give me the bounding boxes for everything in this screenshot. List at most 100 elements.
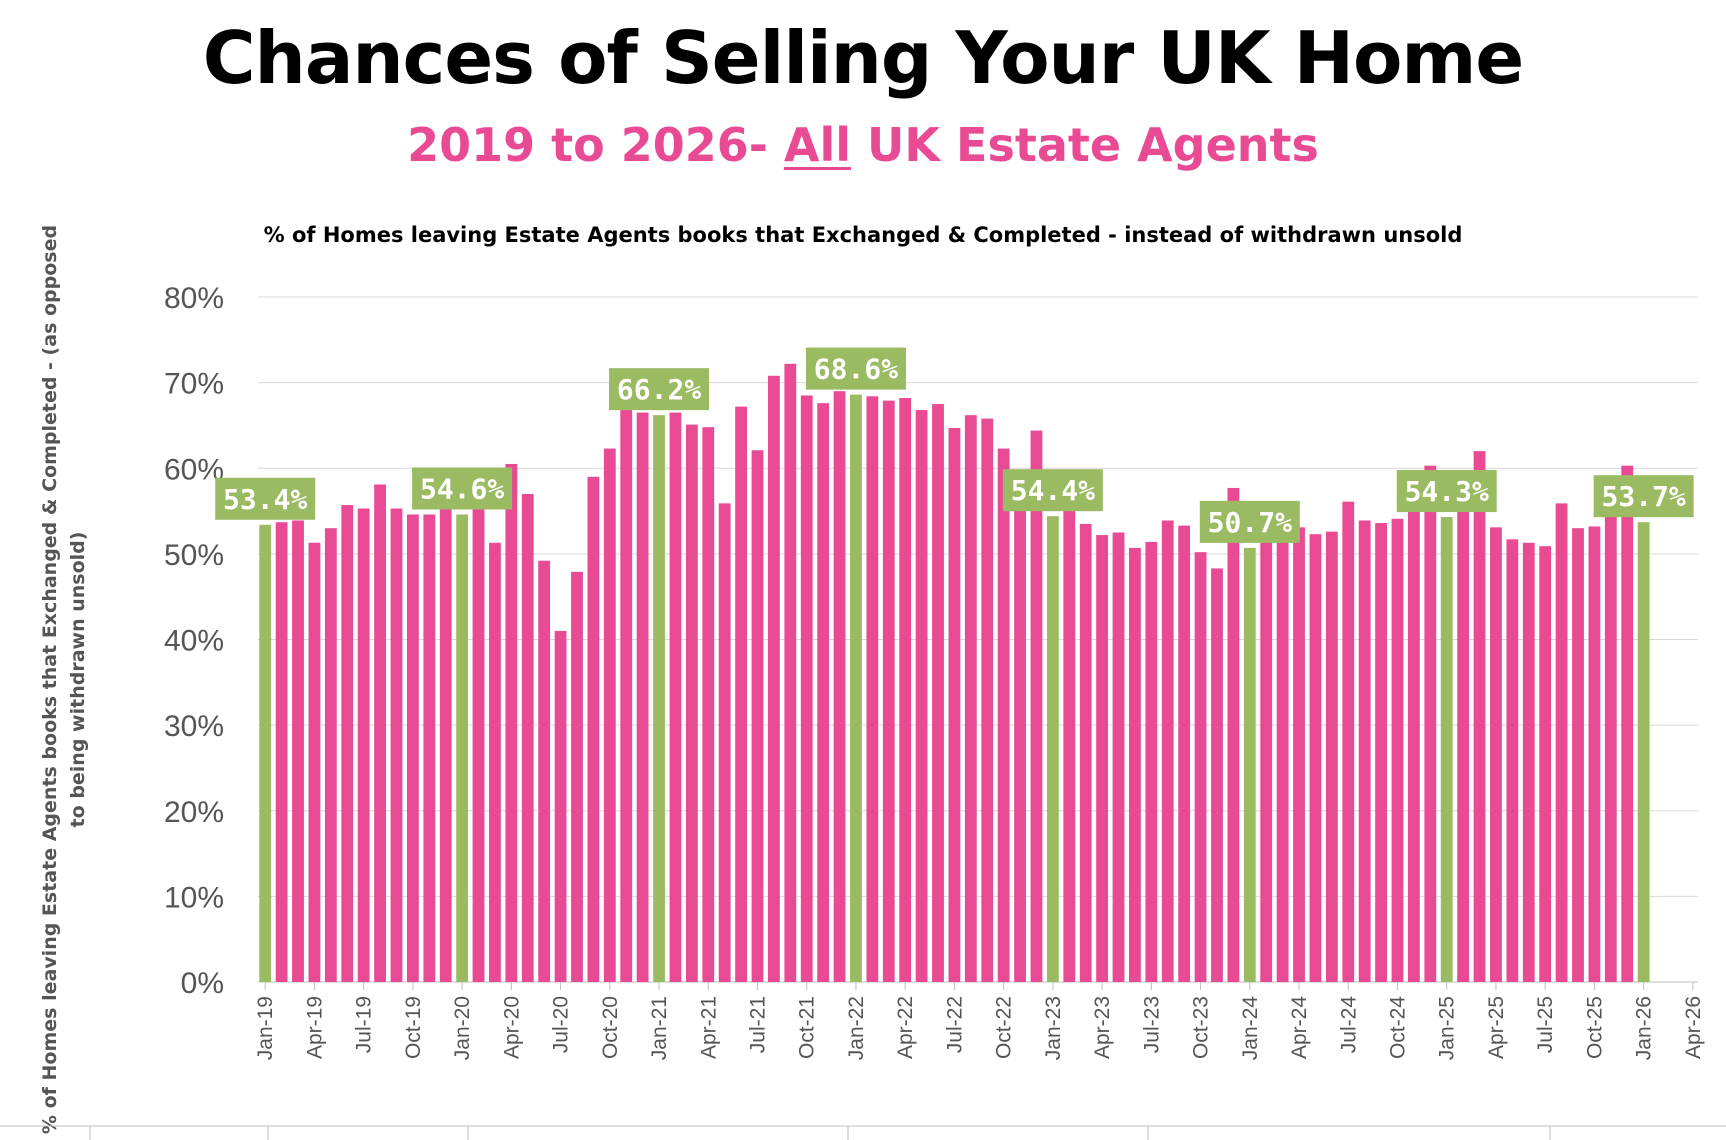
bar xyxy=(1358,520,1371,982)
bar xyxy=(521,493,534,982)
x-tick-label: Jul-21 xyxy=(747,996,770,1053)
bar xyxy=(1129,547,1141,982)
data-label-background xyxy=(412,467,513,510)
bar xyxy=(653,415,665,983)
chart-inner-title: % of Homes leaving Estate Agents books t… xyxy=(263,223,1463,247)
x-tick-label: Jan-25 xyxy=(1436,996,1459,1060)
bar xyxy=(1293,527,1305,982)
x-tick-label: Jul-24 xyxy=(1337,996,1360,1054)
bar xyxy=(718,503,731,982)
bar xyxy=(587,476,600,982)
bar xyxy=(275,522,288,982)
bar xyxy=(1161,520,1174,982)
subtitle-part-before: 2019 to 2026- xyxy=(407,118,784,172)
bar xyxy=(1588,526,1601,982)
bar xyxy=(1194,552,1207,982)
data-label: 50.7% xyxy=(1199,500,1300,543)
bar xyxy=(1457,496,1470,982)
x-tick-label: Oct-23 xyxy=(1190,996,1213,1059)
bar xyxy=(685,424,698,982)
bar xyxy=(423,514,436,982)
bar xyxy=(948,428,961,983)
bar xyxy=(735,406,747,983)
x-tick-label: Oct-25 xyxy=(1583,996,1606,1059)
bar xyxy=(1178,525,1191,982)
bar xyxy=(1440,517,1453,982)
x-tick-label: Jul-20 xyxy=(550,996,573,1053)
bar xyxy=(1046,516,1059,982)
bar xyxy=(899,398,912,983)
x-tick-label: Jan-20 xyxy=(451,996,474,1060)
x-tick-label: Apr-19 xyxy=(303,996,326,1059)
bar xyxy=(981,418,994,982)
y-tick-label: 50% xyxy=(164,539,224,572)
data-label-background xyxy=(805,347,906,390)
bar xyxy=(702,427,715,982)
y-tick-label: 40% xyxy=(164,625,224,658)
x-tick-label: Apr-25 xyxy=(1485,996,1508,1059)
data-label-text: 53.7% xyxy=(1601,480,1685,513)
bar xyxy=(964,415,977,983)
data-label-background xyxy=(609,368,710,411)
bar xyxy=(1014,503,1026,982)
bar xyxy=(1572,528,1584,982)
bar xyxy=(1375,523,1387,982)
bar xyxy=(636,412,649,982)
chart-subtitle: 2019 to 2026- All UK Estate Agents xyxy=(0,118,1726,172)
bar xyxy=(768,375,780,982)
x-tick-label: Jan-19 xyxy=(254,996,277,1060)
y-tick-label: 70% xyxy=(164,368,224,401)
bar xyxy=(374,484,386,982)
bar xyxy=(997,448,1010,982)
subtitle-part-after: UK Estate Agents xyxy=(851,118,1319,172)
y-axis-label-line: to being withdrawn unsold) xyxy=(67,532,89,828)
bar xyxy=(554,630,567,982)
bar xyxy=(1063,505,1076,982)
bar xyxy=(1342,501,1355,982)
bar xyxy=(406,514,419,982)
chart-title: Chances of Selling Your UK Home xyxy=(202,16,1525,100)
y-axis-label-line: % of Homes leaving Estate Agents books t… xyxy=(39,225,61,1134)
bar xyxy=(324,528,337,982)
bar xyxy=(1260,540,1273,982)
bar xyxy=(1227,487,1240,982)
y-tick-label: 10% xyxy=(164,881,224,914)
bars xyxy=(259,363,1650,983)
data-label-text: 54.4% xyxy=(1011,474,1095,507)
data-label-background xyxy=(1593,475,1694,518)
data-label-text: 68.6% xyxy=(814,353,898,386)
data-label-background xyxy=(1396,470,1497,513)
x-tick-label: Oct-20 xyxy=(599,996,622,1059)
data-label: 54.6% xyxy=(412,467,513,510)
bar xyxy=(784,363,797,983)
data-label-background xyxy=(215,477,316,520)
bar xyxy=(1079,523,1092,982)
y-tick-label: 30% xyxy=(164,710,224,743)
bar xyxy=(1621,465,1634,982)
bar xyxy=(390,508,403,982)
bar xyxy=(1243,547,1256,982)
bar xyxy=(1555,503,1568,982)
bar xyxy=(1145,541,1158,982)
x-tick-label: Apr-22 xyxy=(894,996,917,1059)
data-label: 68.6% xyxy=(805,347,906,390)
x-tick-label: Oct-19 xyxy=(402,996,425,1059)
bar xyxy=(505,463,518,982)
x-tick-label: Oct-22 xyxy=(993,996,1016,1059)
bar xyxy=(357,508,370,982)
x-tick-label: Apr-24 xyxy=(1288,996,1311,1059)
y-tick-label: 60% xyxy=(164,453,224,486)
x-tick-label: Jan-26 xyxy=(1633,996,1656,1060)
bar xyxy=(817,403,830,982)
y-tick-label: 20% xyxy=(164,796,224,829)
bar xyxy=(292,520,304,982)
bar xyxy=(850,394,862,982)
bar xyxy=(538,560,551,982)
x-tick-label: Apr-21 xyxy=(697,996,720,1059)
y-tick-label: 80% xyxy=(164,282,224,315)
bar xyxy=(308,542,321,982)
data-label-text: 53.4% xyxy=(223,483,307,516)
bar xyxy=(1112,532,1125,982)
subtitle-part-underlined: All xyxy=(783,118,852,172)
